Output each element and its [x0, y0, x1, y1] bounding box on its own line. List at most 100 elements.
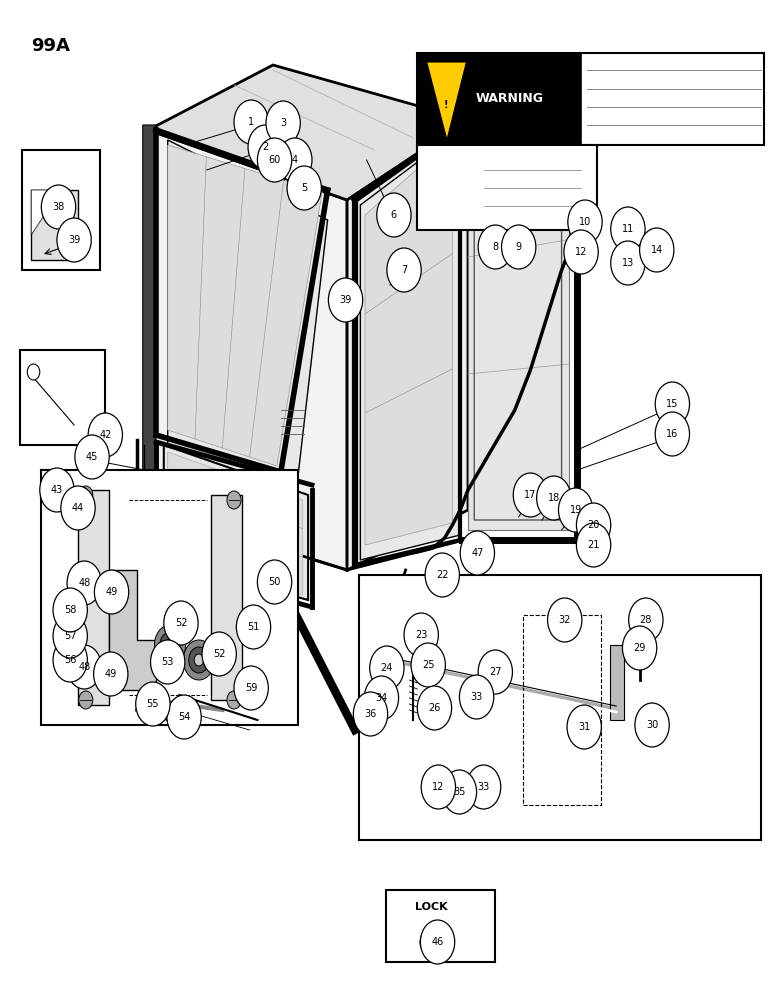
Circle shape [460, 531, 495, 575]
Text: 55: 55 [147, 699, 159, 709]
Circle shape [478, 650, 512, 694]
Text: 3: 3 [280, 118, 286, 128]
Circle shape [165, 639, 175, 651]
Circle shape [629, 598, 663, 642]
Polygon shape [143, 125, 156, 510]
Text: 26: 26 [428, 703, 441, 713]
Text: 32: 32 [558, 615, 571, 625]
Polygon shape [78, 490, 109, 705]
Polygon shape [168, 140, 328, 490]
Circle shape [564, 230, 598, 274]
Text: 28: 28 [640, 615, 652, 625]
Text: 58: 58 [64, 605, 76, 615]
Circle shape [377, 193, 411, 237]
Circle shape [67, 561, 101, 605]
Polygon shape [31, 190, 78, 260]
Circle shape [328, 278, 363, 322]
Text: 56: 56 [64, 655, 76, 665]
Circle shape [194, 654, 204, 666]
Circle shape [548, 598, 582, 642]
Circle shape [79, 691, 93, 709]
Circle shape [421, 765, 456, 809]
Circle shape [442, 770, 477, 814]
Circle shape [420, 920, 455, 964]
FancyBboxPatch shape [417, 145, 597, 230]
Circle shape [622, 626, 657, 670]
Text: 45: 45 [86, 452, 98, 462]
Text: 49: 49 [105, 587, 118, 597]
Circle shape [537, 476, 571, 520]
Text: 27: 27 [489, 667, 502, 677]
Circle shape [558, 488, 593, 532]
Text: 1: 1 [248, 117, 254, 127]
Text: 10: 10 [579, 217, 591, 227]
Circle shape [183, 640, 214, 680]
Text: 33: 33 [477, 782, 490, 792]
Text: 25: 25 [422, 660, 434, 670]
Text: 51: 51 [247, 622, 260, 632]
Text: 47: 47 [471, 548, 484, 558]
Circle shape [227, 491, 241, 509]
Circle shape [236, 605, 271, 649]
Text: 17: 17 [524, 490, 537, 500]
Circle shape [611, 241, 645, 285]
FancyBboxPatch shape [41, 470, 298, 725]
Text: 2: 2 [262, 142, 268, 152]
Text: 19: 19 [569, 505, 582, 515]
Text: 48: 48 [78, 662, 90, 672]
Circle shape [227, 691, 241, 709]
Circle shape [353, 692, 388, 736]
Polygon shape [360, 130, 460, 560]
Text: 30: 30 [646, 720, 658, 730]
FancyBboxPatch shape [359, 575, 760, 840]
Circle shape [53, 614, 87, 658]
Circle shape [67, 645, 101, 689]
Text: 48: 48 [78, 578, 90, 588]
Circle shape [459, 675, 494, 719]
Circle shape [41, 185, 76, 229]
Polygon shape [31, 190, 61, 235]
Circle shape [234, 666, 268, 710]
Text: 23: 23 [415, 630, 427, 640]
Text: 16: 16 [666, 429, 679, 439]
Text: 8: 8 [492, 242, 498, 252]
Circle shape [202, 632, 236, 676]
Text: 18: 18 [548, 493, 560, 503]
Polygon shape [168, 145, 322, 466]
FancyBboxPatch shape [386, 890, 495, 962]
Circle shape [567, 705, 601, 749]
FancyBboxPatch shape [22, 150, 100, 270]
Text: 31: 31 [578, 722, 590, 732]
Circle shape [655, 382, 690, 426]
Circle shape [266, 101, 300, 145]
Text: 6: 6 [391, 210, 397, 220]
Circle shape [53, 638, 87, 682]
Circle shape [655, 412, 690, 456]
Text: 46: 46 [431, 937, 444, 947]
Circle shape [27, 364, 40, 380]
Text: 14: 14 [651, 245, 663, 255]
Circle shape [364, 676, 399, 720]
Text: 52: 52 [213, 649, 225, 659]
Text: 39: 39 [68, 235, 80, 245]
Text: 42: 42 [99, 430, 112, 440]
Circle shape [75, 435, 109, 479]
FancyBboxPatch shape [417, 53, 764, 145]
Circle shape [502, 225, 536, 269]
Text: 4: 4 [292, 155, 298, 165]
Circle shape [370, 646, 404, 690]
Polygon shape [365, 138, 452, 545]
Text: 38: 38 [52, 202, 65, 212]
Polygon shape [211, 495, 242, 700]
Polygon shape [427, 62, 466, 140]
Circle shape [234, 100, 268, 144]
Circle shape [257, 560, 292, 604]
Circle shape [88, 413, 122, 457]
Polygon shape [468, 115, 569, 530]
Text: 44: 44 [72, 503, 84, 513]
Text: 43: 43 [51, 485, 63, 495]
Circle shape [94, 570, 129, 614]
Circle shape [278, 138, 312, 182]
Text: !: ! [444, 100, 448, 110]
Circle shape [257, 138, 292, 182]
